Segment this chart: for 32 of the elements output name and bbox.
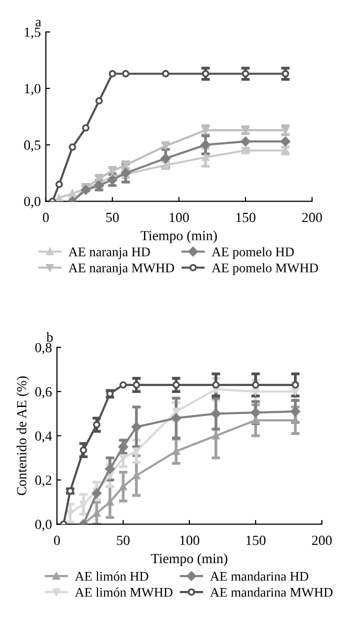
chart-title: b	[46, 332, 53, 342]
y-tick-label: 0,0	[24, 196, 40, 208]
x-tick-label: 200	[312, 536, 332, 546]
y-tick-label: 1,5	[24, 28, 40, 39]
legend-label: AE naranja MWHD	[68, 264, 174, 276]
legend-label: AE pomelo HD	[212, 247, 294, 260]
legend-label: AE mandarina MWHD	[210, 587, 333, 597]
x-tick-label: 150	[246, 536, 266, 546]
legend-label: AE naranja HD	[68, 248, 150, 260]
x-tick-label: 100	[180, 536, 200, 546]
x-tick-label: 0	[54, 536, 60, 546]
x-tick-label: 200	[302, 212, 322, 222]
y-tick-label: 0,8	[35, 342, 52, 354]
chart-title: a	[36, 20, 42, 27]
legend-label: AE limón MWHD	[74, 587, 172, 597]
x-tick-label: 50	[106, 212, 119, 222]
legend-label: AE mandarina HD	[210, 571, 308, 581]
y-tick-label: 0,4	[35, 431, 52, 443]
y-tick-label: 0,2	[35, 476, 52, 487]
y-tick-label: 0,5	[24, 140, 40, 152]
x-tick-label: 0	[42, 212, 49, 222]
y-tick-label: 0,0	[35, 520, 52, 532]
legend-label: AE limón HD	[74, 571, 148, 581]
y-tick-label: 1,0	[24, 84, 40, 96]
x-tick-label: 150	[236, 212, 256, 222]
x-axis-title: Tiempo (min)	[151, 553, 228, 566]
legend-label: AE pomelo MWHD	[212, 263, 318, 276]
x-tick-label: 100	[170, 212, 189, 222]
x-axis-title: Tiempo (min)	[140, 230, 217, 244]
y-axis-title: Contenido de AE (%)	[16, 376, 30, 496]
y-tick-label: 0,6	[35, 387, 52, 399]
x-tick-label: 50	[117, 536, 130, 546]
